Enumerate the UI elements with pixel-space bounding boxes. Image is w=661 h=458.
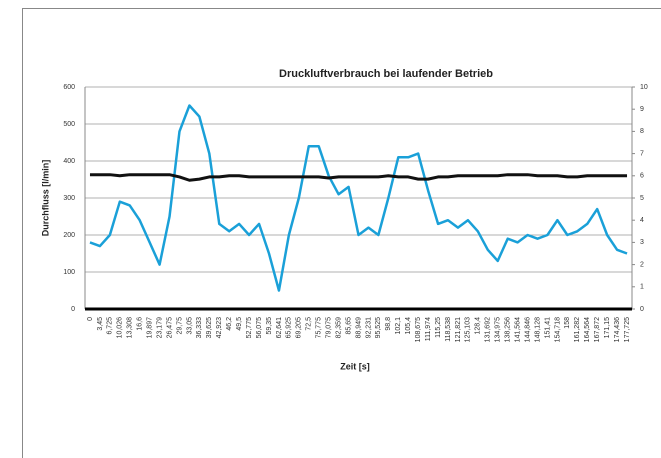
x-tick-label: 174,436 [614,317,621,342]
x-tick-label: 92,231 [365,317,372,339]
y2-tick-label: 7 [640,150,644,157]
x-tick-label: 82,359 [335,317,342,339]
chart-frame [22,8,661,458]
y-tick-label: 0 [71,306,75,313]
x-tick-label: 105,4 [405,317,412,335]
x-tick-label: 128,4 [475,317,482,335]
x-tick-label: 56,075 [256,317,263,339]
x-tick-label: 154,718 [554,317,561,342]
x-tick-label: 59,35 [266,317,273,335]
x-tick-label: 23,179 [156,317,163,339]
x-tick-label: 46,2 [226,317,233,331]
x-tick-label: 42,923 [216,317,223,339]
y2-tick-label: 8 [640,128,644,135]
x-tick-label: 6,725 [107,317,114,335]
y2-tick-label: 0 [640,306,644,313]
x-tick-label: 141,564 [514,317,521,342]
y-tick-label: 300 [63,195,75,202]
x-tick-label: 69,205 [296,317,303,339]
x-tick-label: 79,075 [326,317,333,339]
y-tick-label: 600 [63,84,75,91]
y-tick-label: 500 [63,121,75,128]
y-tick-label: 400 [63,158,75,165]
x-tick-label: 62,641 [276,317,283,339]
x-tick-label: 131,692 [485,317,492,342]
series-line [89,173,628,182]
x-tick-label: 144,846 [524,317,531,342]
x-tick-label: 108,675 [415,317,422,342]
y-tick-label: 200 [63,232,75,239]
x-tick-label: 65,925 [286,317,293,339]
x-tick-label: 167,872 [594,317,601,342]
y2-tick-label: 9 [640,106,644,113]
x-tick-label: 88,949 [355,317,362,339]
x-tick-label: 177,725 [624,317,631,342]
x-tick-label: 39,625 [206,317,213,339]
x-tick-label: 148,128 [534,317,541,342]
x-tick-label: 36,333 [196,317,203,339]
x-tick-label: 102,1 [395,317,402,335]
x-tick-label: 98,8 [385,317,392,331]
x-tick-label: 0 [87,317,94,321]
x-tick-label: 29,75 [176,317,183,335]
x-tick-label: 10,026 [117,317,124,339]
x-tick-label: 118,538 [445,317,452,342]
series-line [89,104,628,292]
x-tick-label: 121,821 [455,317,462,342]
x-tick-label: 158 [564,317,571,329]
x-tick-label: 75,775 [316,317,323,339]
x-tick-label: 33,05 [186,317,193,335]
x-tick-label: 16,6 [137,317,144,331]
y2-tick-label: 4 [640,217,644,224]
x-tick-label: 13,308 [127,317,134,339]
y2-tick-label: 3 [640,239,644,246]
y2-tick-label: 2 [640,261,644,268]
y-axis-title: Durchfluss [l/min] [40,160,50,237]
x-tick-label: 111,974 [425,317,432,341]
y2-tick-label: 6 [640,173,644,180]
x-tick-label: 3,45 [97,317,104,331]
x-tick-label: 49,5 [236,317,243,331]
x-tick-label: 19,897 [146,317,153,339]
x-tick-label: 95,525 [375,317,382,339]
x-tick-label: 115,25 [435,317,442,338]
x-tick-label: 138,256 [505,317,512,342]
x-axis-title: Zeit [s] [340,361,370,371]
x-tick-label: 52,775 [246,317,253,339]
y-tick-label: 100 [63,269,75,276]
x-tick-label: 134,975 [495,317,502,342]
x-tick-label: 26,475 [166,317,173,339]
x-tick-label: 164,564 [584,317,591,342]
y2-tick-label: 1 [640,284,644,291]
x-tick-label: 85,65 [345,317,352,335]
x-tick-label: 171,15 [604,317,611,339]
chart-title: Druckluftverbrauch bei laufender Betrieb [279,68,493,80]
y2-tick-label: 5 [640,195,644,202]
x-tick-label: 125,103 [465,317,472,342]
x-tick-label: 151,41 [544,317,551,339]
y2-tick-label: 10 [640,84,648,91]
x-tick-label: 161,282 [574,317,581,342]
x-tick-label: 72,5 [306,317,313,331]
